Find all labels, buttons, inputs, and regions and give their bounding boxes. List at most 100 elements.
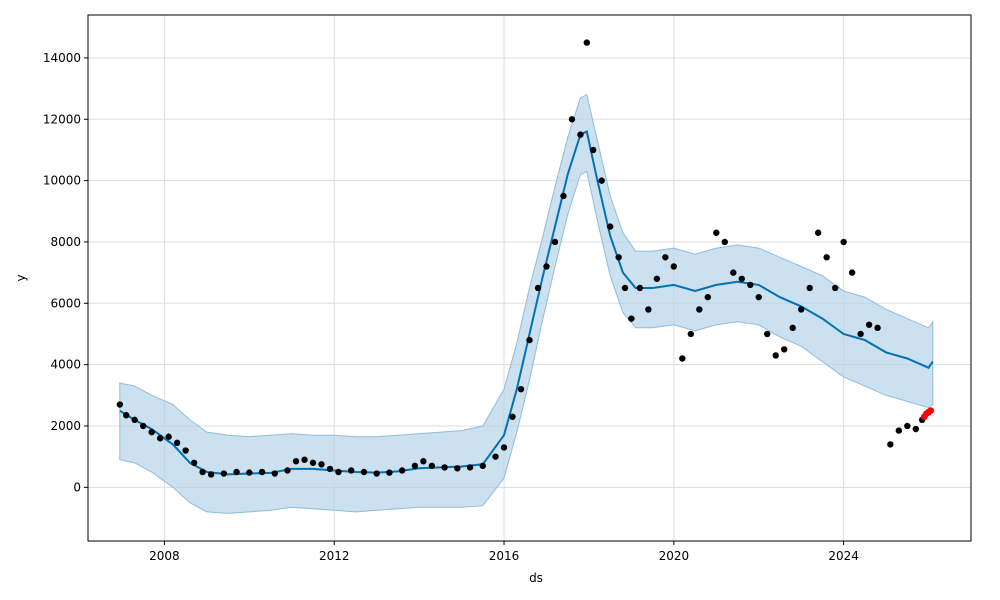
observed-point bbox=[857, 330, 864, 338]
observed-point bbox=[326, 465, 334, 473]
observed-point bbox=[551, 238, 559, 246]
observed-point bbox=[814, 229, 822, 236]
observed-point bbox=[738, 275, 745, 282]
y-tick-label: 6000 bbox=[50, 296, 81, 310]
y-tick-label: 10000 bbox=[43, 174, 81, 188]
observed-point bbox=[583, 39, 591, 46]
observed-point bbox=[781, 346, 788, 353]
observed-point bbox=[398, 467, 406, 474]
observed-point bbox=[606, 223, 614, 230]
observed-point bbox=[156, 435, 164, 442]
observed-point bbox=[621, 284, 629, 292]
observed-point bbox=[466, 464, 474, 471]
observed-point bbox=[479, 462, 487, 470]
observed-point bbox=[509, 413, 516, 420]
observed-point bbox=[874, 324, 881, 332]
observed-point bbox=[904, 422, 911, 430]
observed-point bbox=[713, 229, 720, 236]
y-axis-label: y bbox=[14, 274, 28, 281]
observed-point bbox=[246, 469, 253, 476]
observed-point bbox=[373, 470, 380, 477]
observed-point bbox=[517, 385, 525, 393]
observed-point bbox=[207, 471, 215, 478]
observed-point bbox=[318, 461, 325, 468]
observed-point bbox=[131, 416, 138, 424]
observed-point bbox=[764, 330, 771, 338]
observed-point bbox=[670, 263, 678, 270]
observed-point bbox=[420, 458, 427, 465]
y-axis-ticks: 0 2000 4000 6000 8000 10000 12000 14000 bbox=[43, 51, 88, 494]
observed-point bbox=[526, 336, 533, 344]
observed-point bbox=[534, 284, 542, 292]
observed-point bbox=[687, 330, 695, 338]
observed-point bbox=[887, 441, 894, 448]
observed-point bbox=[636, 284, 644, 292]
observed-point bbox=[704, 293, 711, 301]
y-tick-label: 4000 bbox=[50, 358, 81, 372]
observed-point bbox=[173, 439, 181, 447]
highlight-points bbox=[920, 407, 935, 421]
y-tick-label: 14000 bbox=[43, 51, 81, 65]
observed-point bbox=[662, 254, 669, 261]
y-tick-label: 2000 bbox=[50, 419, 81, 433]
x-tick-label: 2008 bbox=[149, 549, 180, 563]
uncertainty-band bbox=[119, 93, 934, 514]
observed-point bbox=[360, 468, 368, 476]
observed-point bbox=[912, 425, 920, 433]
observed-point bbox=[123, 412, 130, 419]
observed-point bbox=[335, 468, 342, 476]
observed-point bbox=[271, 470, 278, 477]
observed-point bbox=[148, 428, 155, 436]
observed-point bbox=[789, 324, 796, 332]
x-axis-label: ds bbox=[529, 571, 543, 585]
observed-point bbox=[411, 462, 419, 470]
observed-point bbox=[560, 192, 567, 200]
observed-point bbox=[848, 269, 856, 276]
observed-point bbox=[292, 458, 300, 465]
observed-point bbox=[139, 422, 147, 430]
observed-point bbox=[500, 444, 508, 451]
plot-frame bbox=[87, 14, 972, 542]
x-tick-label: 2016 bbox=[489, 549, 520, 563]
observed-point bbox=[116, 401, 124, 408]
observed-point bbox=[797, 306, 805, 313]
observed-point bbox=[199, 468, 206, 476]
x-tick-label: 2012 bbox=[319, 549, 350, 563]
observed-point bbox=[747, 281, 754, 289]
observed-point bbox=[865, 321, 873, 328]
observed-point bbox=[386, 469, 393, 476]
observed-point bbox=[190, 459, 198, 466]
observed-point bbox=[730, 269, 737, 276]
observed-point bbox=[653, 275, 661, 282]
observed-point bbox=[840, 238, 847, 246]
observed-point bbox=[258, 468, 266, 476]
observed-point bbox=[454, 465, 461, 472]
observed-point bbox=[755, 293, 762, 301]
observed-point bbox=[220, 470, 228, 477]
observed-point bbox=[895, 427, 903, 434]
observed-point bbox=[696, 306, 703, 313]
x-tick-label: 2024 bbox=[828, 549, 859, 563]
observed-point bbox=[598, 177, 605, 184]
observed-point bbox=[589, 146, 597, 154]
y-tick-label: 8000 bbox=[50, 235, 81, 249]
observed-point bbox=[721, 238, 728, 246]
observed-point bbox=[543, 263, 550, 270]
observed-point bbox=[679, 355, 686, 362]
observed-point bbox=[772, 352, 779, 359]
observed-point bbox=[615, 254, 622, 261]
observed-point bbox=[645, 306, 652, 313]
observed-point bbox=[806, 284, 813, 292]
observed-points bbox=[116, 39, 926, 478]
observed-point bbox=[182, 447, 189, 454]
highlight-point bbox=[927, 407, 935, 415]
x-axis-ticks: 2008 2012 2016 2020 2024 bbox=[149, 541, 859, 563]
observed-point bbox=[428, 462, 436, 470]
observed-point bbox=[309, 459, 317, 466]
observed-point bbox=[441, 464, 448, 471]
observed-point bbox=[568, 116, 576, 123]
observed-point bbox=[284, 467, 291, 474]
y-tick-label: 0 bbox=[73, 480, 81, 494]
observed-point bbox=[165, 433, 172, 440]
